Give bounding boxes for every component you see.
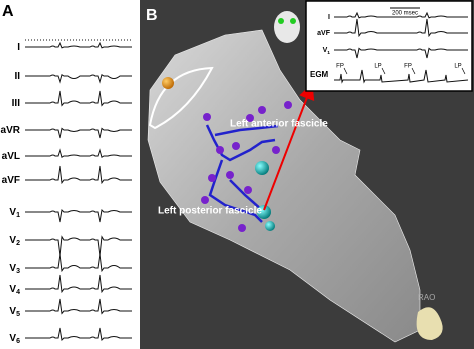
lead-name: V xyxy=(9,263,16,274)
egm-trace xyxy=(334,69,469,84)
potential-label: LP xyxy=(374,64,381,70)
lead-name: V xyxy=(9,284,16,295)
purple-points xyxy=(201,101,292,232)
ecg-trace xyxy=(25,298,132,315)
potential-label: FP xyxy=(404,64,412,70)
sphere xyxy=(265,221,275,231)
lead-subscript: 4 xyxy=(16,289,20,296)
lead-subscript: 3 xyxy=(16,268,20,275)
egm-label: EGM xyxy=(310,70,329,79)
lead-subscript: 5 xyxy=(16,311,20,318)
lead-label: V3 xyxy=(9,263,20,275)
lead-name: aVR xyxy=(1,125,21,136)
lead-name: V xyxy=(9,235,16,246)
lead-name: V xyxy=(323,47,328,54)
potential-arrow xyxy=(381,67,386,75)
ecg-trace xyxy=(25,148,132,158)
lead-label: aVF xyxy=(317,30,331,37)
lead-label: V4 xyxy=(9,284,20,296)
arrow xyxy=(263,83,315,211)
lead-name: I xyxy=(17,42,20,53)
lead-label: V2 xyxy=(9,235,20,247)
lead-subscript: 6 xyxy=(16,338,20,345)
ecg-trace xyxy=(25,274,132,294)
ecg-trace xyxy=(25,327,132,342)
lead-subscript: 1 xyxy=(16,212,20,219)
lead-subscript: 1 xyxy=(327,50,330,56)
lead-label: I xyxy=(328,14,330,21)
lead-label: III xyxy=(12,98,21,109)
lead-label: I xyxy=(17,42,20,53)
potential-arrow xyxy=(343,67,348,75)
sphere xyxy=(257,205,271,219)
inset xyxy=(305,0,473,92)
bone-object xyxy=(416,307,443,340)
lead-name: V xyxy=(9,207,16,218)
annotation: Left anterior fascicle xyxy=(230,119,328,130)
ecg-trace xyxy=(25,90,132,107)
lead-label: V5 xyxy=(9,306,20,318)
annotation: Left posterior fascicle xyxy=(158,206,262,217)
lead-label: V6 xyxy=(9,333,20,345)
potential-label: LP xyxy=(454,64,461,70)
lead-name: V xyxy=(9,306,16,317)
ecg-trace xyxy=(25,208,132,223)
lead-name: aVF xyxy=(317,30,331,37)
lead-label: V1 xyxy=(9,207,20,219)
outline xyxy=(148,66,214,130)
lead-name: II xyxy=(14,71,20,82)
ecg-trace xyxy=(334,11,468,19)
ecg-trace xyxy=(25,235,132,257)
ecg-trace xyxy=(334,18,468,38)
orientation-head xyxy=(274,11,300,43)
lv-map xyxy=(147,29,421,343)
ecg-trace xyxy=(25,127,132,139)
lead-label: aVL xyxy=(2,151,20,162)
eye xyxy=(290,18,296,24)
eye xyxy=(278,18,284,24)
sphere xyxy=(162,77,174,89)
view-label: RAO xyxy=(418,293,435,302)
lead-name: I xyxy=(328,14,330,21)
lead-label: aVF xyxy=(2,175,20,186)
ecg-trace xyxy=(334,47,468,59)
ecg-trace xyxy=(25,253,132,273)
lead-label: V1 xyxy=(323,47,331,56)
lead-name: V xyxy=(9,333,16,344)
ecg-trace xyxy=(25,74,132,84)
lead-label: II xyxy=(14,71,20,82)
lead-name: aVL xyxy=(2,151,20,162)
sphere xyxy=(255,161,269,175)
panel-label: A xyxy=(2,3,14,20)
ecg-trace xyxy=(25,41,132,49)
potential-label: FP xyxy=(336,64,344,70)
lead-subscript: 2 xyxy=(16,240,20,247)
potential-arrow xyxy=(461,67,466,75)
lead-name: aVF xyxy=(2,175,20,186)
panel-label: B xyxy=(146,7,158,24)
ecg-trace xyxy=(25,165,132,185)
scale-label: 200 msec xyxy=(392,11,418,17)
lead-label: aVR xyxy=(1,125,21,136)
lead-name: III xyxy=(12,98,21,109)
potential-arrow xyxy=(411,67,416,75)
